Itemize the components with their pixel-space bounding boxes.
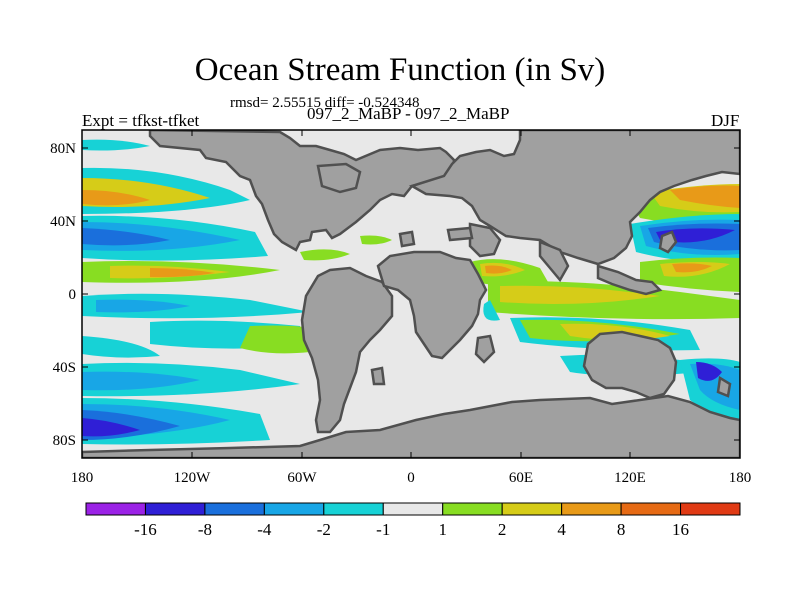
colorbar-swatch	[442, 502, 503, 516]
lon-tick-label: 60E	[509, 470, 533, 486]
colorbar-swatch	[680, 502, 741, 516]
colorbar-swatch	[323, 502, 384, 516]
lon-tick-label: 60W	[287, 470, 317, 486]
period-label: 097_2_MaBP - 097_2_MaBP	[307, 104, 510, 123]
colorbar-swatch	[144, 502, 206, 516]
land-new-zealand	[716, 375, 732, 398]
land-greenland	[316, 162, 362, 194]
lat-tick-label: 80S	[53, 433, 76, 449]
land-arabia	[468, 222, 502, 258]
colorbar-swatch	[382, 502, 444, 516]
lat-tick-label: 40N	[50, 214, 76, 230]
land-africa	[376, 250, 488, 360]
lat-tick-label: 0	[69, 287, 77, 303]
colorbar-swatch	[204, 502, 265, 516]
colorbar-label: 1	[438, 520, 447, 539]
land-south-america	[300, 266, 394, 434]
colorbar-label: -8	[198, 520, 212, 539]
land-maritime-asia	[596, 264, 663, 296]
colorbar-label: -16	[134, 520, 157, 539]
land-antarctica	[82, 394, 740, 458]
lat-tick-marks	[82, 147, 740, 441]
lon-tick-label: 120E	[614, 470, 646, 486]
land-island	[398, 230, 416, 248]
colorbar-swatch	[263, 502, 325, 516]
colorbar-swatch	[501, 502, 563, 516]
land-island	[370, 366, 386, 386]
lon-tick-label: 180	[729, 470, 752, 486]
colorbar-label: 4	[557, 520, 566, 539]
lon-tick-marks	[81, 130, 741, 458]
pacific-bands	[82, 139, 320, 445]
land-india	[538, 240, 570, 283]
colorbar-label: -2	[317, 520, 331, 539]
lon-tick-label: 0	[407, 470, 415, 486]
stats-label: rmsd= 2.55515 diff= -0.524348	[230, 95, 420, 111]
east-pacific-bands	[300, 184, 740, 292]
experiment-label: Expt = tfkst-tfket	[82, 111, 200, 130]
colorbar-label: 16	[672, 520, 689, 539]
colorbar-label: -1	[376, 520, 390, 539]
colorbar-label: -4	[257, 520, 272, 539]
land-eurasia	[408, 130, 740, 266]
map-title: Ocean Stream Function (in Sv)	[194, 52, 606, 88]
land-japan	[658, 230, 678, 254]
land-north-america	[148, 130, 456, 252]
lat-tick-label: 80N	[50, 141, 76, 157]
land-madagascar	[474, 334, 496, 364]
lon-tick-label: 180	[71, 470, 94, 486]
colorbar-label: 2	[498, 520, 507, 539]
colorbar: -16 -8 -4 -2 -1 1 2 4 8 16	[85, 502, 741, 539]
lon-tick-label: 120W	[174, 470, 212, 486]
land-australia	[582, 330, 678, 400]
colorbar-swatch	[85, 502, 146, 516]
lat-tick-label: 40S	[53, 360, 76, 376]
land-island	[446, 226, 474, 242]
colorbar-swatch	[561, 502, 622, 516]
colorbar-label: 8	[617, 520, 626, 539]
colorbar-swatch	[620, 502, 682, 516]
season-label: DJF	[711, 111, 740, 130]
